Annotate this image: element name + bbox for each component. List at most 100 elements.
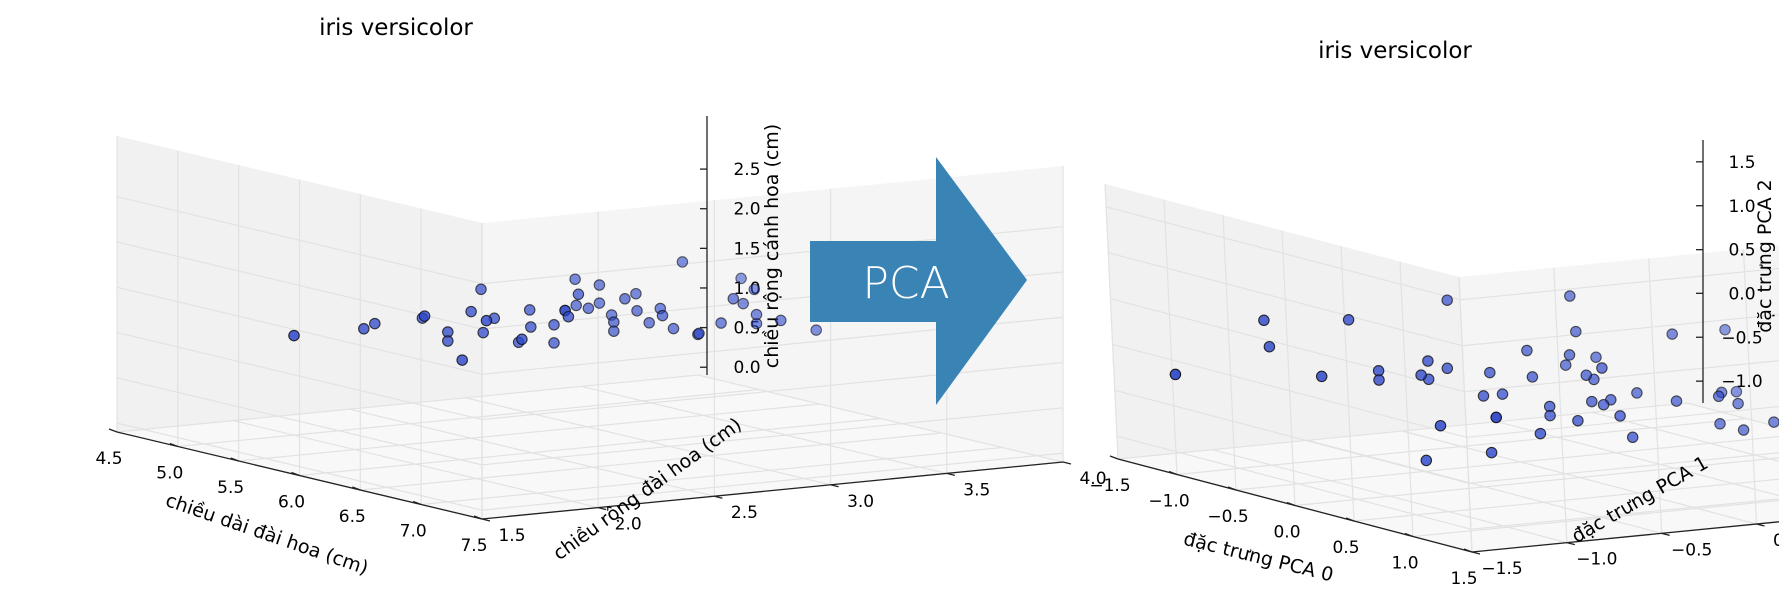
left-data-point <box>548 337 560 349</box>
left-data-point <box>465 305 477 318</box>
left-data-point <box>643 317 655 329</box>
left-data-point <box>516 333 528 346</box>
left-y-tick <box>598 506 607 511</box>
left-data-point <box>525 321 537 333</box>
right-y-tick <box>1661 532 1670 536</box>
left-data-point <box>582 302 595 315</box>
right-gridline-z <box>1116 435 1779 530</box>
left-data-point <box>593 297 606 309</box>
right-y-tick-label: −1.5 <box>1481 559 1522 579</box>
left-y-tick <box>1062 461 1072 465</box>
right-ticks: −1.5−1.0−0.50.00.51.01.5−1.5−1.0−0.50.00… <box>1089 153 1779 589</box>
left-data-point <box>630 287 642 300</box>
right-data-point <box>1580 369 1593 381</box>
right-data-point <box>1434 419 1447 432</box>
right-gridline-y <box>1592 411 1779 463</box>
right-data-point <box>1342 314 1355 326</box>
left-y-tick <box>946 472 955 477</box>
left-gridline-y <box>465 397 831 486</box>
right-data-point <box>1315 370 1328 383</box>
right-data-point <box>1441 294 1453 306</box>
left-z-axis-label: chiều rộng cánh hoa (cm) <box>761 124 783 368</box>
left-x-tick <box>108 428 118 433</box>
right-z-axis-label: đặc trưng PCA 2 <box>1754 179 1776 332</box>
left-y-tick <box>481 518 491 522</box>
right-data-point <box>1441 362 1454 375</box>
left-chart-title: iris versicolor <box>319 15 473 41</box>
right-x-tick-label: 0.0 <box>1273 523 1300 543</box>
left-x-tick <box>352 486 361 491</box>
right-y-tick <box>1756 523 1765 527</box>
right-z-tick-label: 0.0 <box>1728 284 1755 304</box>
right-x-tick-label: −1.0 <box>1148 492 1189 512</box>
right-data-point <box>1420 454 1433 467</box>
left-z-tick-label: 1.5 <box>733 239 760 259</box>
right-data-point <box>1564 290 1576 302</box>
right-gridline-y <box>1458 276 1473 553</box>
left-y-tick <box>830 484 839 488</box>
right-data-point <box>1572 414 1584 427</box>
left-x-tick-label: 6.0 <box>278 493 305 513</box>
left-data-point <box>735 272 747 285</box>
left-gridline-z <box>116 377 1064 466</box>
left-data-point <box>523 304 536 316</box>
right-data-point <box>1631 387 1643 399</box>
left-data-point <box>562 310 575 323</box>
left-gridline-y <box>581 385 947 474</box>
left-gridline-x <box>177 388 759 448</box>
right-data-point <box>1732 397 1744 410</box>
left-data-point <box>676 256 689 268</box>
left-y-tick-label: 2.5 <box>731 503 758 523</box>
right-data-point <box>1586 395 1598 408</box>
right-x-tick <box>1109 455 1119 460</box>
left-data-point <box>667 322 680 335</box>
right-data-point <box>1477 390 1490 402</box>
right-data-point <box>1590 351 1602 363</box>
right-data-point <box>1422 355 1434 367</box>
right-gridline-y <box>1553 267 1568 543</box>
right-data-point <box>1263 340 1276 353</box>
pca-arrow-shape <box>810 157 1027 405</box>
left-data-point <box>475 283 487 296</box>
left-data-point <box>477 326 489 339</box>
right-data-point <box>1714 418 1726 430</box>
right-data-point <box>1768 416 1779 428</box>
pca-arrow: PCA <box>810 157 1027 405</box>
left-x-tick-label: 5.0 <box>156 464 183 484</box>
right-data-point <box>1521 344 1533 357</box>
right-x-tick <box>1286 501 1296 507</box>
right-x-tick <box>1345 517 1355 522</box>
left-y-tick-label: 2.0 <box>615 515 642 535</box>
right-data-point <box>1570 325 1582 338</box>
pca-arrow-label: PCA <box>862 258 949 309</box>
right-x-tick-label: 1.0 <box>1391 554 1418 574</box>
right-x-tick-label: −1.5 <box>1089 476 1130 496</box>
right-y-tick-label: −0.5 <box>1671 540 1712 560</box>
left-z-tick-label: 2.0 <box>733 200 760 220</box>
left-data-point <box>775 314 787 327</box>
right-y-tick-label: −1.0 <box>1576 550 1617 570</box>
right-data-point <box>1544 409 1556 422</box>
right-data-point <box>1485 446 1498 459</box>
left-y-tick-label: 3.0 <box>847 492 874 512</box>
right-grid <box>1104 183 1779 553</box>
right-gridline-y <box>1497 421 1779 497</box>
left-data-point <box>715 317 727 329</box>
right-data-point <box>1596 362 1608 374</box>
left-data-point <box>727 292 740 305</box>
right-gridline-y <box>1686 402 1779 428</box>
right-data-point <box>1373 374 1385 386</box>
right-gridline-y <box>1402 430 1757 525</box>
left-gridline-y <box>349 408 715 497</box>
right-data-point <box>1730 385 1743 398</box>
left-gridline-x <box>116 374 699 433</box>
right-3d-plot: −1.5−1.0−0.50.00.51.01.5−1.5−1.0−0.50.00… <box>1089 38 1779 589</box>
left-gridline-x <box>238 403 820 462</box>
left-x-tick-label: 6.5 <box>339 507 366 527</box>
right-gridline-x <box>1163 199 1178 475</box>
left-data-point <box>442 335 454 347</box>
right-data-point <box>1719 323 1731 336</box>
right-z-tick-label: −0.5 <box>1721 328 1762 348</box>
left-data-point <box>569 273 581 285</box>
